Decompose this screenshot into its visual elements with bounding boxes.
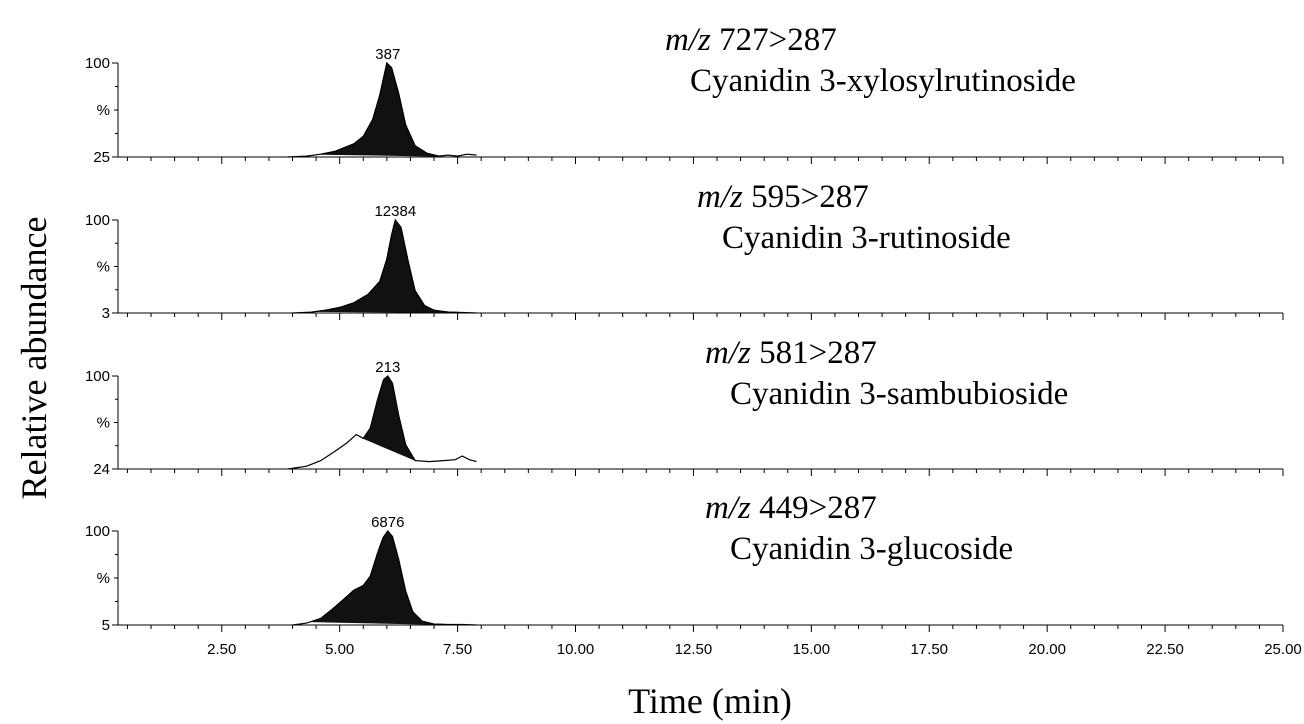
x-tick-label: 22.50 [1146, 641, 1184, 658]
x-tick-label: 10.00 [557, 641, 595, 658]
mz-prefix: m/z [705, 490, 751, 526]
x-tick-label: 5.00 [325, 641, 354, 658]
y-top-label: 100 [85, 523, 110, 540]
mz-transition: 595>287 [743, 179, 869, 215]
mz-prefix: m/z [665, 22, 711, 58]
peak-area [316, 218, 458, 313]
compound-label: Cyanidin 3-xylosylrutinoside [690, 63, 1076, 99]
trace-line [287, 61, 477, 158]
x-tick-label: 15.00 [793, 641, 831, 658]
x-axis-title: Time (min) [628, 681, 792, 721]
y-bottom-label: 24 [93, 461, 110, 478]
panel-2: 100% 3 12384 m/z 595>287 Cyanidin 3-rutinosi… [85, 179, 1284, 322]
panel-1: 100% 25 387 m/z 727>287 Cyanidin 3-xylosylru… [85, 22, 1284, 166]
y-axis-title: Relative abundance [14, 217, 54, 500]
panel-3: 100% 24 213 m/z 581>287 Cyanidin 3-sambubios… [85, 335, 1284, 478]
y-bottom-label: 25 [93, 149, 110, 166]
trace-line [292, 218, 477, 314]
mz-prefix: m/z [705, 335, 751, 371]
panel-4: 100% 5 6876 m/z 449>287 Cyanidin 3-glucoside [85, 490, 1284, 634]
peak-label: 12384 [374, 203, 416, 220]
compound-label: Cyanidin 3-glucoside [730, 531, 1013, 567]
x-tick-label: 7.50 [443, 641, 472, 658]
y-bottom-label: 5 [102, 617, 110, 634]
mz-transition: 727>287 [711, 22, 837, 58]
trace-line [292, 530, 477, 626]
trace-line [287, 375, 477, 470]
y-mid-label: % [97, 102, 110, 119]
chromatogram-panels: 100% 25 387 m/z 727>287 Cyanidin 3-xylosylru… [85, 22, 1284, 634]
y-mid-label: % [97, 570, 110, 587]
x-tick-labels: 2.50 5.00 7.50 10.00 12.50 15.00 17.50 20.00 22.… [207, 641, 1302, 658]
x-tick-label: 20.00 [1028, 641, 1066, 658]
x-tick-label: 17.50 [910, 641, 948, 658]
x-tick-label: 2.50 [207, 641, 236, 658]
peak-label: 387 [375, 46, 400, 63]
mz-prefix: m/z [697, 179, 743, 215]
transition-label: m/z 449>287 [705, 490, 877, 526]
y-mid-label: % [97, 259, 110, 276]
transition-label: m/z 581>287 [705, 335, 877, 371]
transition-label: m/z 595>287 [697, 179, 869, 215]
y-top-label: 100 [85, 368, 110, 385]
y-top-label: 100 [85, 212, 110, 229]
compound-label: Cyanidin 3-rutinoside [722, 220, 1011, 256]
peak-label: 6876 [371, 514, 404, 531]
x-tick-label: 12.50 [675, 641, 713, 658]
mz-transition: 581>287 [751, 335, 877, 371]
peak-area [320, 62, 439, 157]
x-tick-label: 25.00 [1264, 641, 1302, 658]
y-mid-label: % [97, 415, 110, 432]
y-bottom-label: 3 [102, 305, 110, 322]
y-top-label: 100 [85, 55, 110, 72]
mz-transition: 449>287 [751, 490, 877, 526]
compound-label: Cyanidin 3-sambubioside [730, 376, 1068, 412]
transition-label: m/z 727>287 [665, 22, 837, 58]
peak-label: 213 [375, 359, 400, 376]
